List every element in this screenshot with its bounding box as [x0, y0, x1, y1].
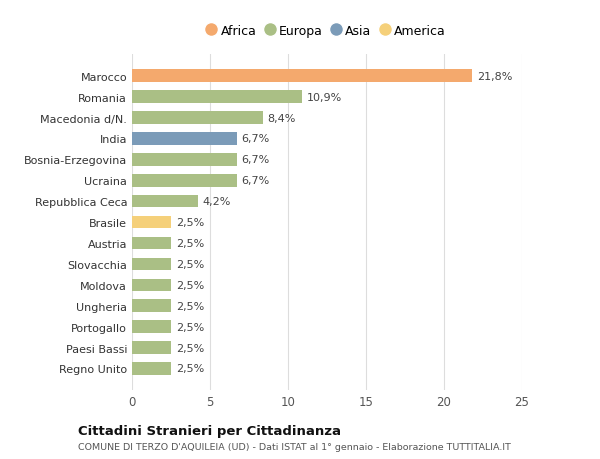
Text: 6,7%: 6,7% [241, 155, 269, 165]
Text: 2,5%: 2,5% [176, 259, 204, 269]
Bar [132, 341, 171, 354]
Text: 2,5%: 2,5% [176, 364, 204, 374]
Text: COMUNE DI TERZO D'AQUILEIA (UD) - Dati ISTAT al 1° gennaio - Elaborazione TUTTIT: COMUNE DI TERZO D'AQUILEIA (UD) - Dati I… [78, 442, 511, 451]
Text: 2,5%: 2,5% [176, 218, 204, 228]
Text: 2,5%: 2,5% [176, 343, 204, 353]
Text: 2,5%: 2,5% [176, 322, 204, 332]
Text: 2,5%: 2,5% [176, 239, 204, 248]
Text: 6,7%: 6,7% [241, 176, 269, 186]
Bar [132, 216, 171, 229]
Bar [132, 321, 171, 333]
Text: Cittadini Stranieri per Cittadinanza: Cittadini Stranieri per Cittadinanza [78, 425, 341, 437]
Text: 10,9%: 10,9% [307, 92, 342, 102]
Bar [132, 258, 171, 271]
Bar [132, 279, 171, 291]
Bar [132, 300, 171, 312]
Text: 8,4%: 8,4% [268, 113, 296, 123]
Legend: Africa, Europa, Asia, America: Africa, Europa, Asia, America [205, 21, 449, 42]
Bar [132, 237, 171, 250]
Text: 4,2%: 4,2% [202, 197, 230, 207]
Bar [132, 174, 236, 187]
Bar [132, 133, 236, 146]
Bar [132, 91, 302, 104]
Bar [132, 70, 472, 83]
Text: 21,8%: 21,8% [477, 72, 512, 82]
Text: 2,5%: 2,5% [176, 301, 204, 311]
Text: 6,7%: 6,7% [241, 134, 269, 144]
Bar [132, 196, 197, 208]
Text: 2,5%: 2,5% [176, 280, 204, 290]
Bar [132, 112, 263, 124]
Bar [132, 363, 171, 375]
Bar [132, 154, 236, 166]
